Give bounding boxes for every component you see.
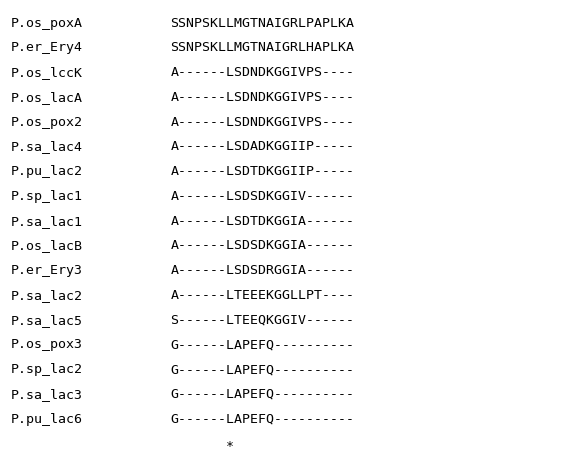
Text: P.er_Ery3: P.er_Ery3	[10, 264, 83, 277]
Text: P.sa_lac4: P.sa_lac4	[10, 140, 83, 153]
Text: A------LSDADKGGIIP-----: A------LSDADKGGIIP-----	[171, 140, 354, 153]
Text: G------LAPEFQ----------: G------LAPEFQ----------	[171, 338, 354, 351]
Text: P.sa_lac3: P.sa_lac3	[10, 388, 83, 401]
Text: G------LAPEFQ----------: G------LAPEFQ----------	[171, 413, 354, 426]
Text: G------LAPEFQ----------: G------LAPEFQ----------	[171, 388, 354, 401]
Text: A------LSDNDKGGIVPS----: A------LSDNDKGGIVPS----	[171, 66, 354, 79]
Text: P.os_poxA: P.os_poxA	[10, 17, 83, 30]
Text: A------LSDNDKGGIVPS----: A------LSDNDKGGIVPS----	[171, 116, 354, 129]
Text: P.os_pox2: P.os_pox2	[10, 116, 83, 129]
Text: P.os_lccK: P.os_lccK	[10, 66, 83, 79]
Text: P.sa_lac2: P.sa_lac2	[10, 289, 83, 302]
Text: P.os_pox3: P.os_pox3	[10, 338, 83, 351]
Text: G------LAPEFQ----------: G------LAPEFQ----------	[171, 363, 354, 376]
Text: A------LSDTDKGGIIP-----: A------LSDTDKGGIIP-----	[171, 165, 354, 178]
Text: P.sp_lac2: P.sp_lac2	[10, 363, 83, 376]
Text: A------LSDSDRGGIA------: A------LSDSDRGGIA------	[171, 264, 354, 277]
Text: P.sa_lac1: P.sa_lac1	[10, 215, 83, 228]
Text: SSNPSKLLMGTNAIGRLHAPLKA: SSNPSKLLMGTNAIGRLHAPLKA	[171, 41, 354, 54]
Text: A------LSDSDKGGIV------: A------LSDSDKGGIV------	[171, 190, 354, 203]
Text: SSNPSKLLMGTNAIGRLPAPLKA: SSNPSKLLMGTNAIGRLPAPLKA	[171, 17, 354, 30]
Text: A------LTEEEKGGLLPT----: A------LTEEEKGGLLPT----	[171, 289, 354, 302]
Text: A------LSDSDKGGIA------: A------LSDSDKGGIA------	[171, 239, 354, 252]
Text: *: *	[226, 440, 234, 453]
Text: S------LTEEQKGGIV------: S------LTEEQKGGIV------	[171, 314, 354, 327]
Text: A------LSDNDKGGIVPS----: A------LSDNDKGGIVPS----	[171, 91, 354, 104]
Text: P.sp_lac1: P.sp_lac1	[10, 190, 83, 203]
Text: P.os_lacB: P.os_lacB	[10, 239, 83, 252]
Text: P.pu_lac2: P.pu_lac2	[10, 165, 83, 178]
Text: P.os_lacA: P.os_lacA	[10, 91, 83, 104]
Text: P.sa_lac5: P.sa_lac5	[10, 314, 83, 327]
Text: P.pu_lac6: P.pu_lac6	[10, 413, 83, 426]
Text: A------LSDTDKGGIA------: A------LSDTDKGGIA------	[171, 215, 354, 228]
Text: P.er_Ery4: P.er_Ery4	[10, 41, 83, 54]
